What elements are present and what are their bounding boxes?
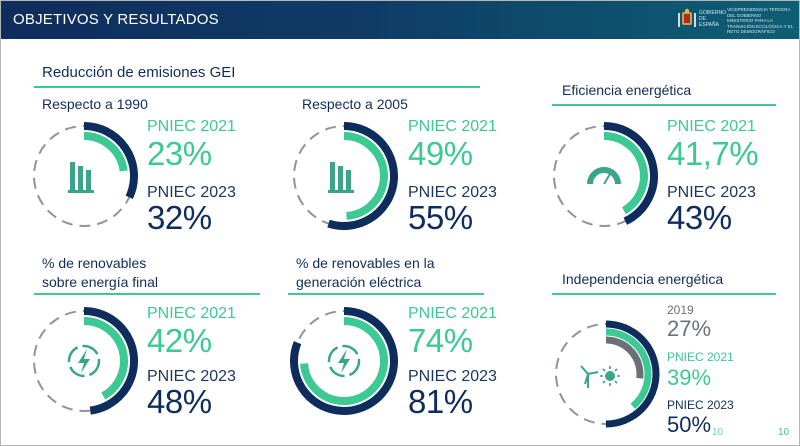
arc-2023 — [603, 122, 658, 225]
card-renewables-final-value-2021: 42% — [147, 322, 212, 359]
page-title: OBJETIVOS Y RESULTADOS — [13, 11, 219, 28]
card-independence-title: Independencia energética — [562, 271, 724, 287]
card-2005-title: Respecto a 2005 — [302, 96, 408, 112]
card-efficiency-value-2023: 43% — [667, 199, 732, 236]
card-1990-label-2023: PNIEC 2023 — [147, 184, 236, 201]
emissions-section-title: Reducción de emisiones GEI — [42, 64, 236, 81]
card-2005-label-2023: PNIEC 2023 — [408, 184, 497, 201]
card-renewables-electric-title: % de renovables en la generación eléctri… — [296, 255, 435, 290]
lightning-bolt-icon — [67, 344, 101, 378]
card-1990-value-2023: 32% — [147, 199, 212, 236]
card-renewables-electric-value-2021: 74% — [408, 322, 473, 359]
card-renewables-electric-label-2023: PNIEC 2023 — [408, 368, 497, 385]
card-efficiency-title: Eficiencia energética — [562, 82, 692, 98]
card-2005-value-2023: 55% — [408, 199, 473, 236]
emissions-section-rule — [34, 86, 480, 88]
independence-rule — [552, 293, 776, 295]
ring-efficiency — [553, 122, 658, 227]
wind-solar-icon — [580, 365, 620, 388]
card-renewables-final-title: % de renovables sobre energía final — [42, 255, 158, 290]
arc-2023 — [605, 320, 660, 428]
card-independence-label-2019: 2019 — [667, 303, 694, 317]
arc-2023 — [290, 307, 398, 415]
card-independence-label-2023: PNIEC 2023 — [667, 398, 734, 412]
card-efficiency-label-2023: PNIEC 2023 — [667, 184, 756, 201]
factory-chimneys-icon — [68, 162, 94, 193]
card-renewables-electric-label-2021: PNIEC 2021 — [408, 305, 497, 322]
ghost-page-number: 10 — [712, 427, 724, 438]
coat-of-arms-icon — [678, 8, 696, 27]
arc-2023 — [327, 122, 398, 230]
ring-renewables-electric — [290, 307, 398, 415]
ring-1990 — [33, 122, 138, 227]
gauge-icon — [587, 167, 621, 185]
page-number: 10 — [778, 427, 790, 438]
card-renewables-electric-value-2023: 81% — [408, 383, 473, 420]
ring-renewables-final — [33, 307, 138, 415]
government-logo: GOBIERNO DE ESPAÑA VICEPRESIDENCIA TERCE… — [677, 6, 795, 36]
card-efficiency-label-2021: PNIEC 2021 — [667, 118, 756, 135]
card-1990-value-2021: 23% — [147, 135, 212, 172]
government-label: GOBIERNO DE ESPAÑA — [699, 10, 726, 28]
arc-2021 — [83, 317, 128, 400]
arc-2021 — [603, 132, 648, 215]
card-renewables-final-label-2023: PNIEC 2023 — [147, 368, 236, 385]
factory-chimneys-icon — [328, 162, 354, 193]
lightning-bolt-icon — [327, 344, 361, 378]
arc-2021 — [300, 317, 388, 405]
arc-2021 — [83, 132, 128, 172]
card-independence-value-2019: 27% — [667, 316, 712, 341]
ministry-label: VICEPRESIDENCIA TERCERA DEL GOBIERNO MIN… — [727, 7, 794, 34]
card-2005-value-2021: 49% — [408, 135, 473, 172]
ring-2005 — [293, 122, 398, 230]
efficiency-rule — [552, 104, 776, 106]
arc-2021 — [343, 132, 388, 220]
card-independence-label-2021: PNIEC 2021 — [667, 350, 734, 364]
header-bar: OBJETIVOS Y RESULTADOS GOBIERNO DE ESPAÑ… — [1, 1, 799, 39]
card-1990-label-2021: PNIEC 2021 — [147, 118, 236, 135]
ring-independence — [555, 320, 660, 428]
card-efficiency-value-2021: 41,7% — [667, 135, 759, 172]
arc-2023 — [83, 307, 138, 415]
card-independence-value-2023: 50% — [667, 412, 712, 437]
card-renewables-final-value-2023: 48% — [147, 383, 212, 420]
card-independence-value-2021: 39% — [667, 365, 712, 390]
arc-2019 — [605, 336, 644, 379]
card-renewables-final-label-2021: PNIEC 2021 — [147, 305, 236, 322]
renewables-electric-rule — [288, 293, 484, 295]
card-1990-title: Respecto a 1990 — [42, 96, 148, 112]
arc-2023 — [83, 122, 138, 199]
card-2005-label-2021: PNIEC 2021 — [408, 118, 497, 135]
renewables-final-rule — [34, 293, 260, 295]
arc-2021 — [605, 328, 652, 410]
